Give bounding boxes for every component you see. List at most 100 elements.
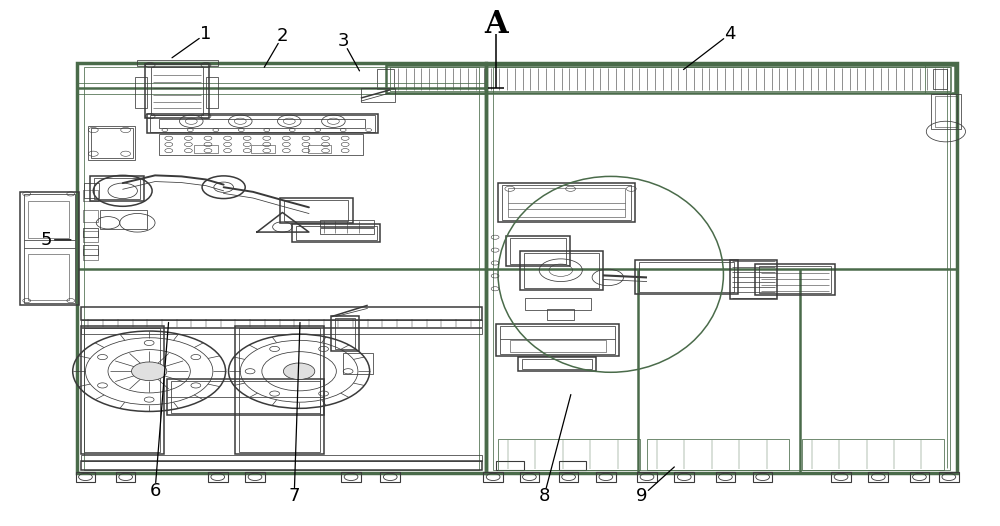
Text: A: A <box>484 9 508 41</box>
Bar <box>90 176 144 201</box>
Bar <box>390 67 951 91</box>
Bar <box>493 67 950 470</box>
Bar <box>245 472 265 482</box>
Bar <box>635 260 738 294</box>
Bar <box>716 472 735 482</box>
Bar <box>637 472 657 482</box>
Bar <box>76 472 95 482</box>
Bar <box>380 472 400 482</box>
Text: 7: 7 <box>288 487 300 505</box>
Bar <box>28 201 69 238</box>
Bar <box>84 183 99 198</box>
Bar <box>547 309 574 320</box>
Bar <box>81 326 164 454</box>
Bar <box>159 119 365 128</box>
Bar <box>308 146 331 153</box>
Bar <box>831 472 851 482</box>
Bar <box>137 60 218 66</box>
Bar <box>483 472 503 482</box>
Bar <box>496 461 524 470</box>
Bar <box>524 253 599 288</box>
Bar <box>81 455 482 461</box>
Bar <box>596 472 616 482</box>
Bar <box>151 67 203 115</box>
Bar <box>84 328 160 452</box>
Bar <box>335 318 355 349</box>
Bar <box>910 472 929 482</box>
Bar <box>939 472 959 482</box>
Circle shape <box>283 363 315 379</box>
Bar <box>520 251 603 290</box>
Text: 5: 5 <box>41 231 52 249</box>
Bar <box>486 63 957 473</box>
Bar <box>377 69 394 89</box>
Bar <box>500 326 615 353</box>
Text: 3: 3 <box>337 32 349 50</box>
Bar <box>194 146 218 153</box>
Bar <box>171 381 320 413</box>
Bar <box>674 472 694 482</box>
Bar <box>520 472 539 482</box>
Bar <box>320 228 374 234</box>
Bar <box>931 94 961 129</box>
Text: 6: 6 <box>149 482 161 500</box>
Bar <box>94 178 140 199</box>
Circle shape <box>132 362 167 380</box>
Bar <box>135 77 147 108</box>
Bar <box>802 439 944 470</box>
Bar <box>284 200 348 221</box>
Bar <box>83 228 98 237</box>
Bar <box>83 190 98 201</box>
Text: 4: 4 <box>725 25 736 43</box>
Bar <box>91 128 132 158</box>
Text: 1: 1 <box>200 25 212 43</box>
Bar <box>280 198 353 223</box>
Bar <box>341 472 361 482</box>
Bar <box>77 63 486 473</box>
Bar <box>647 439 789 470</box>
Text: 2: 2 <box>277 27 288 45</box>
Bar <box>868 472 888 482</box>
Bar <box>24 194 75 303</box>
Bar <box>933 69 947 89</box>
Bar <box>639 262 734 292</box>
Bar <box>83 210 98 222</box>
Bar <box>167 379 324 415</box>
Bar <box>524 298 591 310</box>
Bar <box>559 461 586 470</box>
Bar <box>331 316 359 351</box>
Bar <box>83 246 98 255</box>
Bar <box>81 328 482 334</box>
Bar <box>83 231 98 242</box>
Text: 8: 8 <box>538 487 550 505</box>
Bar <box>518 357 596 371</box>
Bar <box>386 65 955 93</box>
Bar <box>320 220 374 227</box>
Bar <box>150 115 375 132</box>
Bar <box>206 77 218 108</box>
Bar <box>81 307 482 320</box>
Bar <box>361 88 395 102</box>
Bar <box>208 472 228 482</box>
Bar <box>753 472 772 482</box>
Bar <box>100 210 147 229</box>
Bar <box>235 326 324 454</box>
Bar <box>88 126 135 160</box>
Bar <box>81 320 482 327</box>
Bar <box>510 340 606 352</box>
Bar <box>145 64 209 118</box>
Bar <box>498 183 635 222</box>
Bar <box>925 65 955 93</box>
Bar <box>239 328 320 452</box>
Bar <box>506 236 570 266</box>
Bar <box>83 249 98 260</box>
Bar <box>935 96 957 127</box>
Bar <box>496 324 619 356</box>
Bar <box>730 260 777 299</box>
Bar <box>28 254 69 300</box>
Bar <box>81 461 482 470</box>
Bar <box>292 224 380 242</box>
Bar <box>84 67 479 470</box>
Bar <box>522 359 592 369</box>
Bar <box>502 185 631 220</box>
